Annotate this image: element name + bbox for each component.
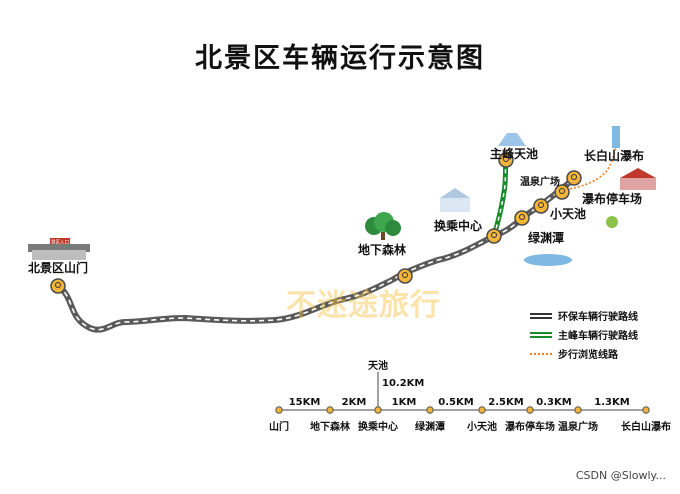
- distance-stop-dot: [326, 406, 334, 414]
- distance-stop-label: 换乘中心: [358, 420, 398, 433]
- legend-item-main: 主峰车辆行驶路线: [530, 325, 638, 344]
- legend-swatch-eco: [530, 312, 552, 319]
- distance-stop-dot: [275, 406, 283, 414]
- legend-item-eco: 环保车辆行驶路线: [530, 306, 638, 325]
- waterfall-icon: [612, 126, 620, 148]
- map-pin-changbaishanpubu: [566, 170, 582, 186]
- distance-segment-label: 15KM: [289, 397, 321, 408]
- distance-bar: 天池 10.2KM 山门 地下森林 换乘中心 绿渊潭 小天池 瀑布停车场 温泉广场 长白山瀑布 15…: [269, 359, 671, 433]
- legend-swatch-main: [530, 331, 552, 338]
- distance-stop-dot: [574, 406, 582, 414]
- distance-segment-label: 2.5KM: [488, 397, 523, 408]
- distance-stop-label: 长白山瀑布: [621, 420, 671, 433]
- map-pin-xiaotianchi: [533, 198, 549, 214]
- distance-stop-label: 山门: [269, 420, 289, 433]
- distance-stop-label: 温泉广场: [558, 420, 598, 433]
- gate-sign-text: 景区入口: [51, 240, 69, 246]
- distance-stop-dot: [526, 406, 534, 414]
- eco-road-dash: [57, 177, 575, 331]
- legend-item-walk: 步行浏览线路: [530, 344, 638, 363]
- distance-stop-dot: [426, 406, 434, 414]
- main-peak-road-dash: [493, 159, 507, 237]
- map-pin-huanchengzhongxin: [486, 228, 502, 244]
- label-huanchengzhongxin: 换乘中心: [434, 218, 482, 233]
- distance-stop-label: 绿渊潭: [415, 420, 445, 433]
- label-dixiasenlin: 地下森林: [358, 242, 406, 257]
- distance-stop-label: 瀑布停车场: [505, 420, 555, 433]
- legend-label-main: 主峰车辆行驶路线: [558, 331, 638, 342]
- distance-stop-label: 地下森林: [310, 420, 351, 433]
- distance-branch-value: 10.2KM: [382, 378, 424, 389]
- parking-lot-building-icon: [620, 168, 656, 190]
- label-shanmen: 北景区山门: [28, 260, 88, 275]
- legend-label-walk: 步行浏览线路: [558, 350, 618, 361]
- transfer-center-building-icon: [440, 188, 470, 212]
- main-peak-road: [491, 157, 509, 239]
- distance-segment-label: 0.3KM: [536, 397, 571, 408]
- walking-path: [561, 135, 619, 191]
- map-pin-zhufengtianchi: [498, 152, 514, 168]
- credit-text: CSDN @Slowly...: [575, 469, 666, 482]
- map-pin-dixiasenlin: [397, 268, 413, 284]
- distance-segment-label: 0.5KM: [438, 397, 473, 408]
- pond-icon: [524, 216, 618, 266]
- legend-swatch-walk: [530, 352, 552, 355]
- label-changbaishanpubu: 长白山瀑布: [584, 148, 644, 163]
- watermark-text: 不迷途旅行: [286, 288, 441, 323]
- label-zhufengtianchi: 主峰天池: [490, 146, 538, 161]
- label-xiaotianchi: 小天池: [550, 206, 586, 221]
- legend-label-eco: 环保车辆行驶路线: [558, 312, 638, 323]
- map-pin-shanmen: [50, 278, 66, 294]
- label-pubutingchechang: 瀑布停车场: [582, 191, 642, 206]
- distance-segment-label: 1.3KM: [594, 397, 629, 408]
- label-lvyuantan: 绿渊潭: [528, 230, 564, 245]
- legend: 环保车辆行驶路线 主峰车辆行驶路线 步行浏览线路: [530, 306, 638, 363]
- gate-building-icon: 景区入口: [28, 238, 90, 260]
- distance-stop-dot: [642, 406, 650, 414]
- distance-stop-dot: [374, 406, 382, 414]
- distance-stop-dot: [478, 406, 486, 414]
- page-title: 北景区车辆运行示意图: [195, 43, 485, 74]
- map-pin-lvyuantan: [514, 210, 530, 226]
- distance-branch-stop: 天池: [368, 359, 388, 372]
- forest-tree-icon: [365, 212, 401, 240]
- label-wenquanguangchang: 温泉广场: [520, 175, 560, 188]
- mountain-peak-icon: [498, 126, 526, 146]
- distance-stop-label: 小天池: [466, 420, 497, 433]
- distance-segment-label: 1KM: [392, 397, 417, 408]
- distance-segment-label: 2KM: [342, 397, 367, 408]
- map-pin-pubutingchechang: [554, 184, 570, 200]
